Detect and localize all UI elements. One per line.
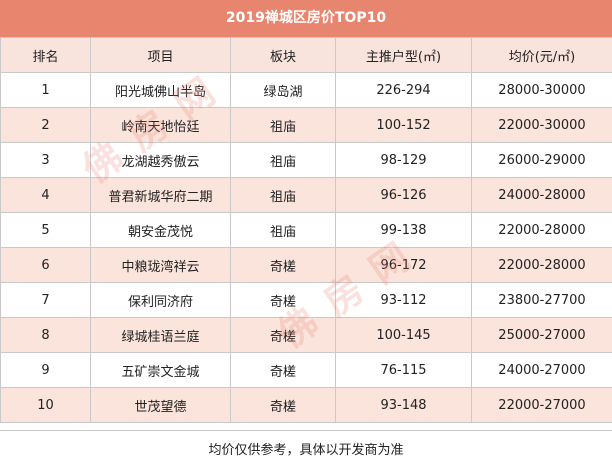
project-cell: 普君新城华府二期 bbox=[91, 178, 231, 213]
price-cell: 25000-27000 bbox=[472, 318, 612, 353]
area-cell: 奇槎 bbox=[231, 388, 336, 423]
rank-cell: 7 bbox=[1, 283, 91, 318]
size-cell: 100-145 bbox=[336, 318, 472, 353]
project-cell: 阳光城佛山半岛 bbox=[91, 73, 231, 108]
rank-cell: 10 bbox=[1, 388, 91, 423]
area-cell: 奇槎 bbox=[231, 318, 336, 353]
price-cell: 22000-28000 bbox=[472, 248, 612, 283]
project-cell: 岭南天地怡廷 bbox=[91, 108, 231, 143]
size-cell: 76-115 bbox=[336, 353, 472, 388]
size-cell: 93-148 bbox=[336, 388, 472, 423]
table-row: 4 普君新城华府二期 祖庙 96-126 24000-28000 bbox=[1, 178, 612, 213]
size-cell: 96-172 bbox=[336, 248, 472, 283]
table-row: 8 绿城桂语兰庭 奇槎 100-145 25000-27000 bbox=[1, 318, 612, 353]
header-size: 主推户型(㎡) bbox=[336, 38, 472, 73]
project-cell: 世茂望德 bbox=[91, 388, 231, 423]
project-cell: 龙湖越秀傲云 bbox=[91, 143, 231, 178]
table-row: 5 朝安金茂悦 祖庙 99-138 22000-28000 bbox=[1, 213, 612, 248]
price-cell: 22000-27000 bbox=[472, 388, 612, 423]
area-cell: 祖庙 bbox=[231, 108, 336, 143]
table-row: 1 阳光城佛山半岛 绿岛湖 226-294 28000-30000 bbox=[1, 73, 612, 108]
size-cell: 100-152 bbox=[336, 108, 472, 143]
header-rank: 排名 bbox=[1, 38, 91, 73]
project-cell: 朝安金茂悦 bbox=[91, 213, 231, 248]
table-row: 2 岭南天地怡廷 祖庙 100-152 22000-30000 bbox=[1, 108, 612, 143]
size-cell: 226-294 bbox=[336, 73, 472, 108]
price-cell: 28000-30000 bbox=[472, 73, 612, 108]
price-cell: 26000-29000 bbox=[472, 143, 612, 178]
rank-cell: 3 bbox=[1, 143, 91, 178]
table-row: 7 保利同济府 奇槎 93-112 23800-27700 bbox=[1, 283, 612, 318]
rank-cell: 9 bbox=[1, 353, 91, 388]
table-row: 9 五矿崇文金城 奇槎 76-115 24000-27000 bbox=[1, 353, 612, 388]
rank-cell: 4 bbox=[1, 178, 91, 213]
area-cell: 奇槎 bbox=[231, 283, 336, 318]
header-row: 排名 项目 板块 主推户型(㎡) 均价(元/㎡) bbox=[1, 38, 612, 73]
price-cell: 22000-28000 bbox=[472, 213, 612, 248]
price-cell: 24000-27000 bbox=[472, 353, 612, 388]
rank-cell: 8 bbox=[1, 318, 91, 353]
project-cell: 中粮珑湾祥云 bbox=[91, 248, 231, 283]
rank-cell: 6 bbox=[1, 248, 91, 283]
price-cell: 22000-30000 bbox=[472, 108, 612, 143]
size-cell: 93-112 bbox=[336, 283, 472, 318]
header-project: 项目 bbox=[91, 38, 231, 73]
price-cell: 23800-27700 bbox=[472, 283, 612, 318]
footnote: 均价仅供参考，具体以开发商为准 bbox=[0, 430, 612, 470]
size-cell: 96-126 bbox=[336, 178, 472, 213]
rank-cell: 5 bbox=[1, 213, 91, 248]
table-row: 3 龙湖越秀傲云 祖庙 98-129 26000-29000 bbox=[1, 143, 612, 178]
table-row: 6 中粮珑湾祥云 奇槎 96-172 22000-28000 bbox=[1, 248, 612, 283]
project-cell: 绿城桂语兰庭 bbox=[91, 318, 231, 353]
size-cell: 98-129 bbox=[336, 143, 472, 178]
area-cell: 奇槎 bbox=[231, 353, 336, 388]
header-area: 板块 bbox=[231, 38, 336, 73]
size-cell: 99-138 bbox=[336, 213, 472, 248]
rank-cell: 2 bbox=[1, 108, 91, 143]
area-cell: 祖庙 bbox=[231, 213, 336, 248]
table-title: 2019禅城区房价TOP10 bbox=[0, 0, 612, 37]
table-row: 10 世茂望德 奇槎 93-148 22000-27000 bbox=[1, 388, 612, 423]
area-cell: 奇槎 bbox=[231, 248, 336, 283]
project-cell: 保利同济府 bbox=[91, 283, 231, 318]
rank-cell: 1 bbox=[1, 73, 91, 108]
area-cell: 祖庙 bbox=[231, 178, 336, 213]
header-price: 均价(元/㎡) bbox=[472, 38, 612, 73]
project-cell: 五矿崇文金城 bbox=[91, 353, 231, 388]
area-cell: 绿岛湖 bbox=[231, 73, 336, 108]
price-cell: 24000-28000 bbox=[472, 178, 612, 213]
area-cell: 祖庙 bbox=[231, 143, 336, 178]
price-table: 排名 项目 板块 主推户型(㎡) 均价(元/㎡) 1 阳光城佛山半岛 绿岛湖 2… bbox=[0, 37, 612, 423]
